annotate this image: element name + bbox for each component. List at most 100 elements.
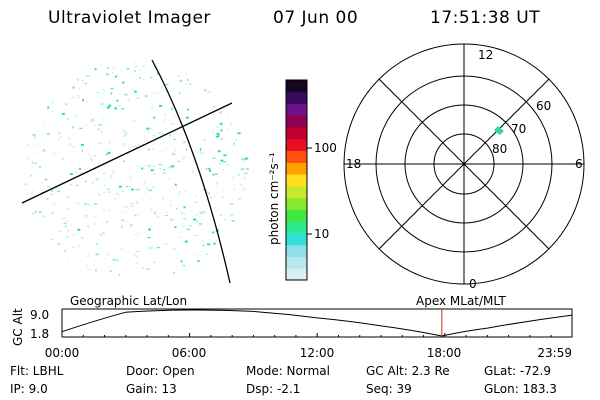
emission-pixel bbox=[81, 149, 83, 152]
emission-pixel bbox=[90, 158, 93, 160]
emission-pixel bbox=[101, 131, 103, 133]
emission-pixel bbox=[41, 191, 44, 193]
emission-pixel bbox=[53, 152, 56, 155]
emission-pixel bbox=[101, 232, 105, 234]
emission-pixel bbox=[42, 215, 45, 218]
emission-pixel bbox=[124, 210, 127, 212]
emission-pixel bbox=[182, 264, 184, 266]
emission-pixel bbox=[163, 119, 166, 121]
emission-pixel bbox=[205, 253, 208, 255]
emission-pixel bbox=[136, 251, 140, 253]
emission-pixel bbox=[135, 166, 139, 168]
emission-pixel bbox=[187, 108, 190, 111]
emission-pixel bbox=[92, 182, 94, 184]
emission-pixel bbox=[107, 151, 111, 154]
emission-pixel bbox=[91, 118, 95, 121]
emission-pixel bbox=[208, 91, 212, 93]
gc-altitude-status: GC Alt: 2.3 Re bbox=[366, 364, 450, 378]
emission-pixel bbox=[233, 152, 236, 154]
emission-pixel bbox=[127, 99, 130, 101]
emission-pixel bbox=[86, 255, 89, 257]
emission-pixel bbox=[109, 265, 111, 268]
mode-status: Mode: Normal bbox=[246, 364, 330, 378]
emission-pixel bbox=[95, 215, 97, 218]
emission-pixel bbox=[202, 240, 204, 242]
emission-pixel bbox=[163, 169, 166, 171]
emission-pixel bbox=[87, 74, 90, 77]
emission-pixel bbox=[169, 134, 171, 137]
emission-pixel bbox=[90, 120, 93, 122]
emission-pixel bbox=[84, 180, 87, 183]
emission-pixel bbox=[152, 135, 155, 137]
emission-pixel bbox=[147, 130, 150, 133]
emission-pixel bbox=[133, 119, 137, 122]
emission-pixel bbox=[82, 99, 84, 102]
emission-pixel bbox=[42, 172, 45, 174]
emission-pixel bbox=[77, 95, 79, 97]
emission-pixel bbox=[152, 92, 156, 94]
emission-pixel bbox=[123, 123, 125, 125]
emission-pixel bbox=[245, 172, 248, 175]
emission-pixel bbox=[103, 173, 106, 174]
emission-pixel bbox=[32, 134, 36, 136]
emission-pixel bbox=[165, 90, 168, 93]
filter-status: Flt: LBHL bbox=[10, 364, 64, 378]
emission-pixel bbox=[52, 101, 54, 104]
emission-pixel bbox=[153, 261, 155, 263]
emission-pixel bbox=[93, 155, 97, 157]
colorbar-units: photon cm⁻²s⁻¹ bbox=[267, 152, 281, 245]
emission-pixel bbox=[126, 68, 130, 70]
emission-pixel bbox=[102, 92, 104, 94]
emission-pixel bbox=[106, 221, 109, 223]
emission-pixel bbox=[61, 181, 63, 184]
emission-pixel bbox=[76, 202, 80, 204]
emission-pixel bbox=[100, 199, 102, 201]
orbit-strip: Geographic Lat/Lon Apex MLat/MLT GC Alt … bbox=[11, 294, 573, 360]
emission-pixel bbox=[195, 220, 198, 223]
emission-pixel bbox=[203, 211, 207, 214]
emission-pixel bbox=[173, 116, 177, 118]
emission-pixel bbox=[164, 149, 166, 150]
emission-pixel bbox=[87, 269, 91, 271]
emission-pixel bbox=[94, 203, 97, 205]
emission-pixel bbox=[99, 234, 103, 237]
emission-pixel bbox=[136, 143, 140, 146]
emission-pixel bbox=[152, 148, 154, 150]
emission-pixel bbox=[178, 191, 181, 194]
emission-pixel bbox=[219, 122, 223, 125]
emission-pixel bbox=[77, 96, 80, 99]
emission-pixel bbox=[80, 236, 84, 239]
emission-pixel bbox=[149, 247, 153, 249]
emission-pixel bbox=[116, 99, 119, 102]
emission-pixel bbox=[109, 269, 113, 272]
emission-pixel bbox=[244, 177, 246, 180]
emission-pixel bbox=[100, 103, 104, 106]
emission-pixel bbox=[131, 188, 134, 191]
emission-pixel bbox=[188, 82, 192, 85]
emission-pixel bbox=[51, 121, 54, 123]
emission-pixel bbox=[178, 194, 180, 196]
emission-pixel bbox=[180, 260, 183, 263]
strip-ticks bbox=[82, 333, 552, 337]
emission-pixel bbox=[65, 103, 68, 106]
emission-pixel bbox=[176, 208, 178, 210]
emission-pixel bbox=[218, 152, 220, 154]
colorbar-swatches bbox=[286, 80, 307, 281]
emission-pixel bbox=[33, 136, 36, 139]
emission-pixel bbox=[143, 134, 145, 137]
emission-pixel bbox=[75, 171, 78, 173]
emission-pixel bbox=[147, 148, 150, 151]
emission-pixel bbox=[74, 115, 77, 118]
emission-pixel bbox=[110, 88, 114, 90]
emission-pixel bbox=[184, 240, 188, 243]
emission-pixel bbox=[156, 247, 160, 249]
emission-pixel bbox=[112, 66, 114, 69]
emission-pixel bbox=[143, 65, 145, 67]
emission-pixel bbox=[135, 255, 138, 258]
emission-pixel bbox=[47, 185, 51, 188]
emission-pixel bbox=[60, 136, 62, 139]
emission-pixel bbox=[86, 264, 88, 267]
emission-pixel bbox=[170, 187, 172, 188]
emission-pixel bbox=[94, 124, 97, 126]
emission-pixel bbox=[147, 237, 151, 238]
